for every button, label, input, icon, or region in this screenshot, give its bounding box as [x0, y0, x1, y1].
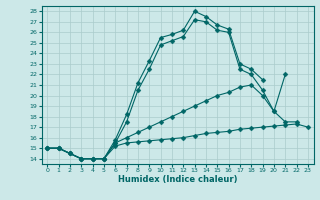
X-axis label: Humidex (Indice chaleur): Humidex (Indice chaleur): [118, 175, 237, 184]
